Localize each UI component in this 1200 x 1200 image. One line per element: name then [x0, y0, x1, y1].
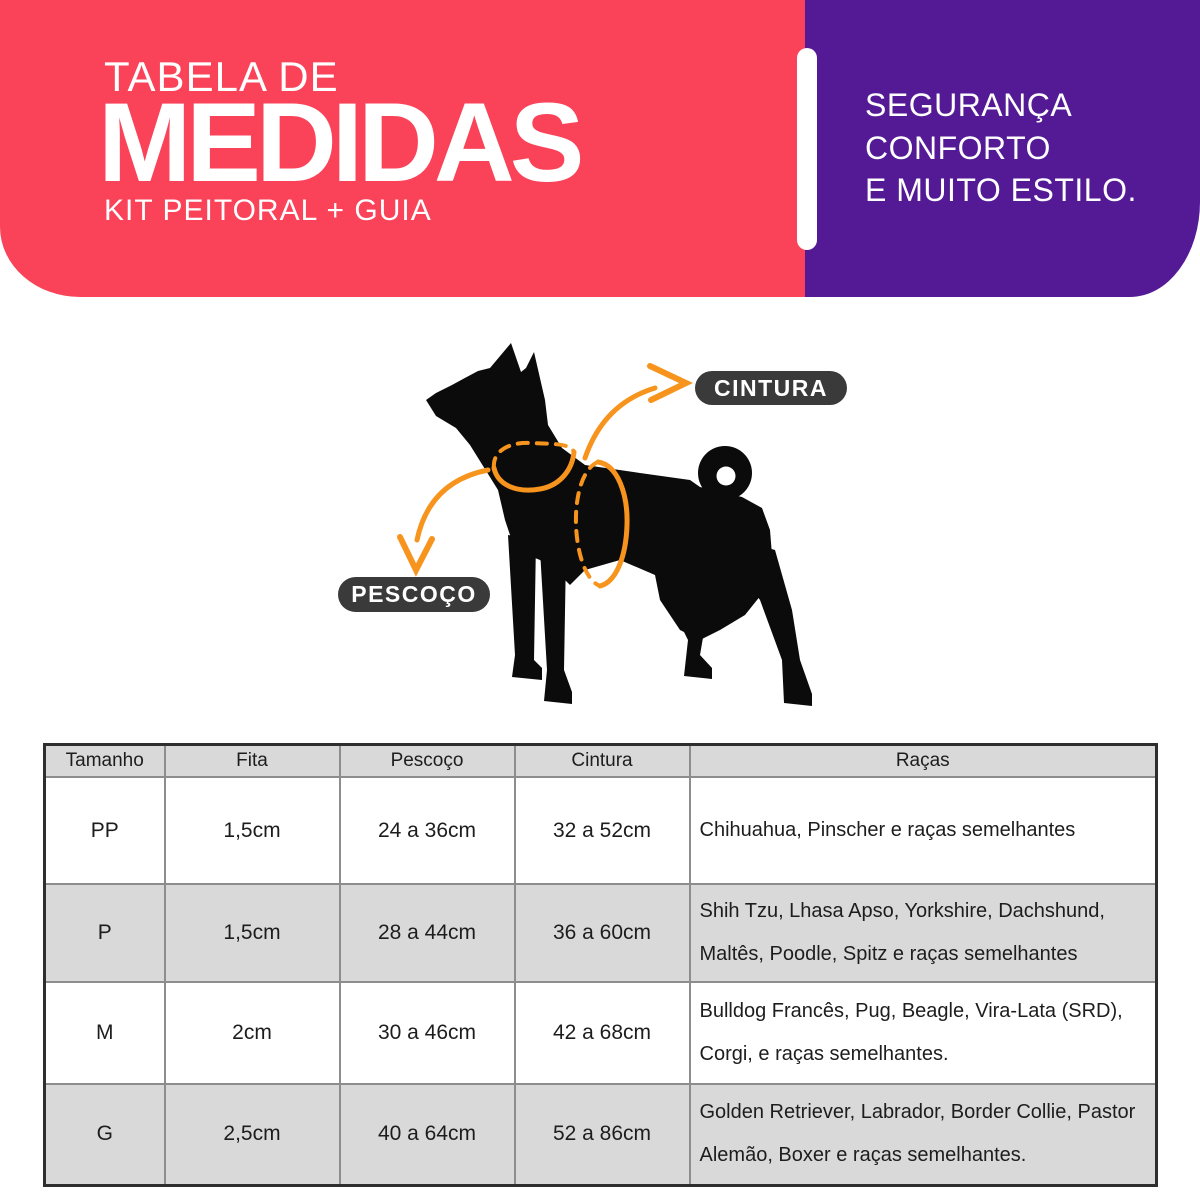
cell-size: M [43, 981, 166, 1085]
dog-hind-leg-near [660, 560, 712, 679]
cell-size: PP [43, 776, 166, 885]
pink-header-ribbon [0, 0, 805, 297]
table-header-row: Tamanho Fita Pescoço Cintura Raças [43, 743, 1158, 778]
dog-hind-leg-far [738, 540, 812, 706]
neck-label-pill: PESCOÇO [338, 577, 490, 612]
cell-strap: 2,5cm [163, 1083, 341, 1186]
white-divider-pill [797, 48, 817, 250]
cell-neck: 28 a 44cm [338, 883, 516, 983]
cell-breeds: Chihuahua, Pinscher e raças semelhantes [688, 776, 1158, 885]
title-line1: TABELA DE [104, 53, 339, 100]
cell-waist: 32 a 52cm [513, 776, 691, 885]
title-subtitle: KIT PEITORAL + GUIA [104, 194, 432, 227]
cell-waist: 52 a 86cm [513, 1083, 691, 1186]
dog-curled-tail [698, 446, 752, 500]
arrow-to-pescoco-icon [414, 467, 491, 543]
table-row-g: G 2,5cm 40 a 64cm 52 a 86cm Golden Retri… [43, 1083, 1158, 1186]
waist-label: CINTURA [714, 374, 828, 401]
dog-front-leg-near [508, 535, 542, 680]
cell-strap: 1,5cm [163, 776, 341, 885]
dog-front-leg-far [540, 550, 572, 704]
page-title: MEDIDAS [98, 80, 584, 205]
tagline: SEGURANÇA CONFORTO E MUITO ESTILO. [865, 84, 1137, 212]
arrowhead-cintura-icon [647, 363, 693, 403]
table-row-pp: PP 1,5cm 24 a 36cm 32 a 52cm Chihuahua, … [43, 776, 1158, 885]
cell-strap: 1,5cm [163, 883, 341, 983]
cell-neck: 30 a 46cm [338, 981, 516, 1085]
cell-size: P [43, 883, 166, 983]
col-header-fita: Fita [163, 743, 341, 778]
cell-strap: 2cm [163, 981, 341, 1085]
table-row-m: M 2cm 30 a 46cm 42 a 68cm Bulldog Francê… [43, 981, 1158, 1085]
waist-label-pill: CINTURA [695, 371, 847, 405]
table-row-p: P 1,5cm 28 a 44cm 36 a 60cm Shih Tzu, Lh… [43, 883, 1158, 983]
tagline-line-3: E MUITO ESTILO. [865, 172, 1137, 208]
cell-breeds: Bulldog Francês, Pug, Beagle, Vira-Lata … [688, 981, 1158, 1085]
col-header-tamanho: Tamanho [43, 743, 166, 778]
neck-measure-dashed-arc [491, 440, 576, 470]
purple-header-ribbon [805, 0, 1200, 297]
size-table: Tamanho Fita Pescoço Cintura Raças PP 1,… [43, 743, 1158, 1187]
waist-measure-dashed-arc [573, 460, 602, 588]
cell-waist: 42 a 68cm [513, 981, 691, 1085]
neck-label: PESCOÇO [351, 581, 477, 607]
cell-size: G [43, 1083, 166, 1186]
waist-measure-solid-arc [595, 459, 630, 589]
cell-waist: 36 a 60cm [513, 883, 691, 983]
tagline-line-1: SEGURANÇA [865, 87, 1073, 123]
cell-neck: 24 a 36cm [338, 776, 516, 885]
col-header-cintura: Cintura [513, 743, 691, 778]
neck-measure-solid-arc [491, 449, 577, 493]
cell-breeds: Shih Tzu, Lhasa Apso, Yorkshire, Dachshu… [688, 883, 1158, 983]
arrow-to-cintura-icon [582, 385, 658, 461]
tagline-line-2: CONFORTO [865, 129, 1051, 166]
col-header-pescoco: Pescoço [338, 743, 516, 778]
cell-breeds: Golden Retriever, Labrador, Border Colli… [688, 1083, 1158, 1186]
dog-measurement-diagram [397, 343, 812, 706]
arrowhead-pescoco-icon [397, 534, 435, 577]
col-header-racas: Raças [688, 743, 1158, 778]
cell-neck: 40 a 64cm [338, 1083, 516, 1186]
